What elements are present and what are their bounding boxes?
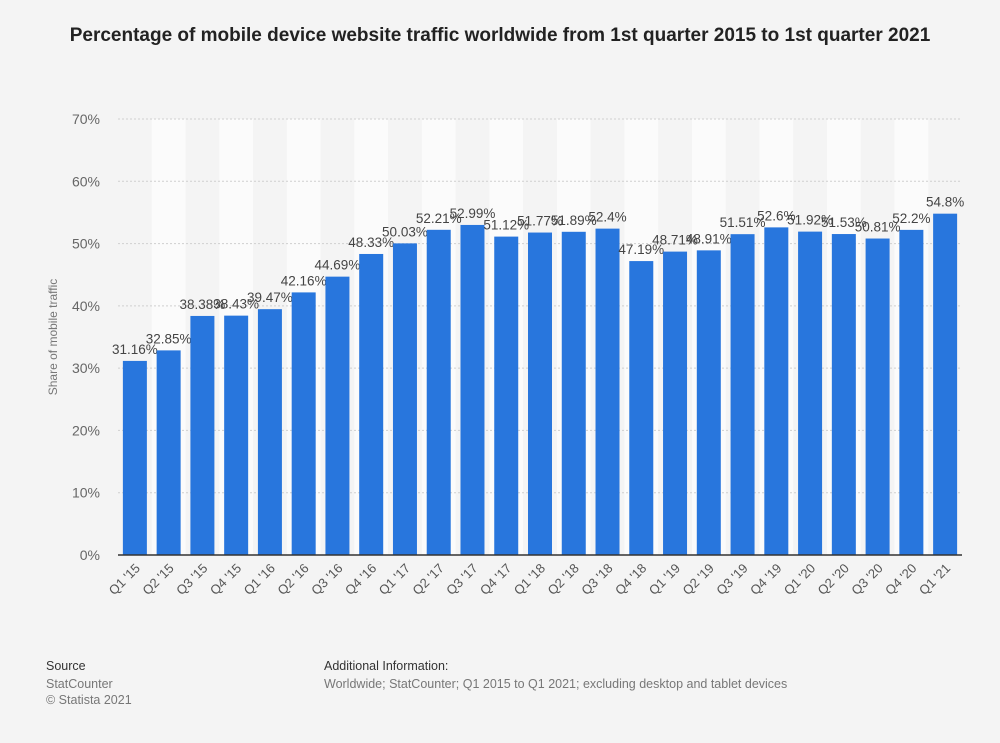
data-label: 51.92% [787, 213, 833, 228]
x-tick-label: Q2 '17 [409, 561, 446, 598]
bar-chart: 0% 10% 20% 30% 40% 50% 60% 70% Share of mobile t… [46, 111, 964, 598]
data-label: 47.19% [618, 242, 664, 257]
y-tick-label: 40% [72, 298, 100, 314]
data-label: 52.4% [588, 210, 626, 225]
bar [899, 229, 924, 555]
data-label: 50.81% [855, 220, 901, 235]
data-label: 52.2% [892, 211, 930, 226]
bar [325, 276, 350, 555]
data-label: 52.99% [450, 206, 496, 221]
bar [865, 238, 890, 555]
bar [831, 234, 856, 555]
x-tick-label: Q1 '15 [106, 561, 143, 598]
data-label: 38.38% [180, 297, 226, 312]
x-tick-label: Q3 '16 [308, 561, 345, 598]
x-tick-label: Q3 '20 [848, 561, 885, 598]
additional-info-block: Additional Information: Worldwide; StatC… [324, 659, 787, 692]
bar [764, 227, 789, 555]
data-label: 31.16% [112, 342, 158, 357]
bar [595, 228, 620, 555]
source-block: Source StatCounter © Statista 2021 [46, 659, 132, 708]
data-label: 48.71% [652, 233, 698, 248]
bar [190, 315, 215, 555]
x-tick-label: Q4 '20 [882, 561, 919, 598]
data-label: 48.33% [348, 235, 394, 250]
bar [224, 315, 249, 555]
bar [426, 229, 451, 556]
bar [933, 213, 958, 555]
x-tick-label: Q2 '19 [680, 561, 717, 598]
x-tick-label: Q3 '17 [443, 561, 480, 598]
x-tick-label: Q2 '16 [274, 561, 311, 598]
y-axis-label: Share of mobile traffic [46, 279, 60, 396]
source-heading: Source [46, 659, 86, 673]
source-name[interactable]: StatCounter [46, 677, 113, 691]
chart-title: Percentage of mobile device website traf… [69, 25, 931, 46]
bar [291, 292, 316, 555]
bar [257, 309, 282, 555]
y-tick-label: 60% [72, 173, 100, 189]
data-label: 32.85% [146, 331, 192, 346]
x-tick-label: Q3 '19 [713, 561, 750, 598]
x-tick-label: Q4 '15 [207, 561, 244, 598]
data-label: 44.69% [315, 258, 361, 273]
x-tick-label: Q4 '17 [477, 561, 514, 598]
bar [798, 231, 823, 556]
bar [629, 261, 654, 555]
data-label: 52.6% [757, 208, 795, 223]
x-tick-label: Q3 '18 [578, 561, 615, 598]
data-label: 54.8% [926, 195, 964, 210]
y-tick-label: 0% [80, 547, 100, 563]
x-tick-label: Q1 '21 [916, 561, 953, 598]
bar [663, 251, 688, 555]
x-tick-label: Q4 '19 [747, 561, 784, 598]
data-label: 38.43% [213, 297, 259, 312]
x-tick-label: Q1 '16 [241, 561, 278, 598]
data-label: 50.03% [382, 224, 428, 239]
y-tick-label: 70% [72, 111, 100, 127]
data-label: 42.16% [281, 273, 327, 288]
y-tick-label: 10% [72, 485, 100, 501]
data-label: 52.21% [416, 211, 462, 226]
x-tick-label: Q1 '18 [511, 561, 548, 598]
y-tick-label: 50% [72, 236, 100, 252]
x-tick-label: Q4 '18 [612, 561, 649, 598]
y-tick-label: 30% [72, 360, 100, 376]
data-label: 51.53% [821, 215, 867, 230]
bar [494, 236, 519, 555]
bar [392, 243, 417, 555]
data-label: 51.77% [517, 214, 563, 229]
bar [460, 224, 485, 555]
bar [561, 231, 586, 555]
x-tick-label: Q2 '18 [544, 561, 581, 598]
data-label: 51.12% [483, 218, 529, 233]
x-tick-label: Q3 '15 [173, 561, 210, 598]
data-label: 51.89% [551, 213, 597, 228]
bar [730, 234, 755, 555]
x-tick-label: Q1 '20 [781, 561, 818, 598]
x-tick-label: Q2 '20 [815, 561, 852, 598]
bar [528, 232, 552, 555]
bar [156, 350, 181, 555]
info-text: Worldwide; StatCounter; Q1 2015 to Q1 20… [324, 677, 788, 691]
y-tick-label: 20% [72, 422, 100, 438]
bar [696, 250, 721, 555]
bar [122, 360, 147, 555]
info-heading: Additional Information: [324, 659, 449, 673]
data-label: 39.47% [247, 290, 293, 305]
data-label: 51.51% [720, 215, 766, 230]
x-tick-label: Q1 '17 [376, 561, 413, 598]
x-tick-label: Q2 '15 [139, 561, 176, 598]
copyright: © Statista 2021 [46, 693, 132, 707]
x-tick-label: Q4 '16 [342, 561, 379, 598]
x-tick-label: Q1 '19 [646, 561, 683, 598]
bar [359, 253, 384, 555]
data-label: 48.91% [686, 231, 732, 246]
